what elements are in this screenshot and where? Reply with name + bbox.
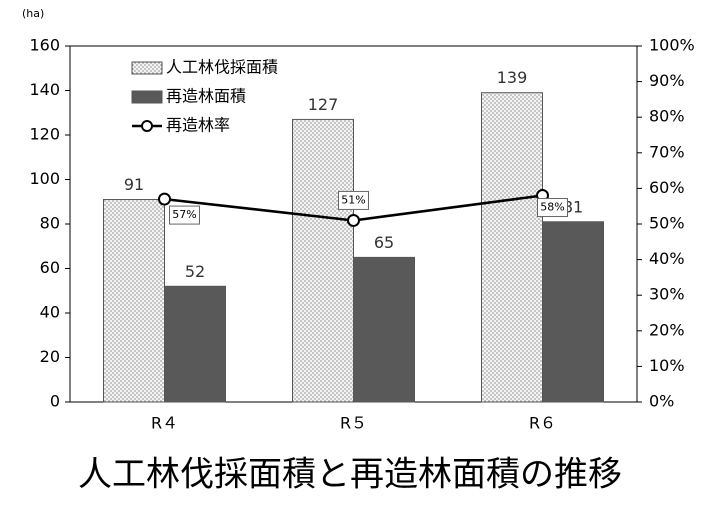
legend-marker	[141, 120, 153, 132]
y2-tick-label: 60%	[649, 178, 685, 197]
y2-tick-label: 70%	[649, 142, 685, 161]
y2-tick-label: 40%	[649, 249, 685, 268]
bar-value-label: 91	[124, 175, 144, 194]
rate-value-label: 57%	[172, 208, 196, 221]
rate-label-box	[169, 205, 200, 225]
legend-label: 再造林率	[166, 116, 230, 135]
bar	[164, 285, 226, 403]
legend-label: 再造林面積	[166, 87, 246, 106]
legend-swatch	[131, 61, 163, 75]
x-tick-label: R６	[529, 414, 556, 433]
chart-title: 人工林伐採面積と再造林面積の推移	[78, 455, 622, 495]
y2-tick-label: 30%	[649, 285, 685, 304]
y2-tick-label: 20%	[649, 320, 685, 339]
bar	[481, 92, 543, 403]
rate-marker	[158, 192, 171, 206]
rate-marker	[347, 213, 360, 227]
legend-label: 人工林伐採面積	[166, 58, 278, 77]
legend-swatch	[131, 90, 163, 104]
rate-label-box	[537, 198, 568, 218]
y-tick-label: 0	[50, 392, 60, 411]
rate-value-label: 51%	[341, 193, 365, 206]
y-tick-label: 40	[40, 303, 60, 322]
bar	[353, 256, 415, 403]
y-axis-label: (ha)	[22, 7, 44, 20]
x-tick-label: R５	[340, 414, 367, 433]
bar-value-label: 139	[497, 68, 528, 87]
rate-label-box	[338, 190, 369, 210]
y-tick-label: 140	[29, 80, 60, 99]
y2-tick-label: 10%	[649, 356, 685, 375]
rate-value-label: 58%	[540, 201, 564, 214]
y-tick-label: 160	[29, 36, 60, 55]
y2-tick-label: 100%	[649, 36, 695, 55]
y-tick-label: 60	[40, 258, 60, 277]
bar-value-label: 65	[374, 233, 394, 252]
y2-tick-label: 90%	[649, 71, 685, 90]
bar-value-label: 52	[185, 262, 205, 281]
y2-tick-label: 50%	[649, 214, 685, 233]
bar	[292, 118, 354, 403]
bar-value-label: 127	[308, 95, 339, 114]
y-tick-label: 80	[40, 214, 60, 233]
y-tick-label: 120	[29, 125, 60, 144]
bar	[542, 221, 604, 403]
y2-tick-label: 80%	[649, 107, 685, 126]
y2-tick-label: 0%	[649, 392, 674, 411]
y-tick-label: 20	[40, 347, 60, 366]
y-tick-label: 100	[29, 169, 60, 188]
x-tick-label: R４	[151, 414, 178, 433]
bar	[103, 199, 165, 403]
